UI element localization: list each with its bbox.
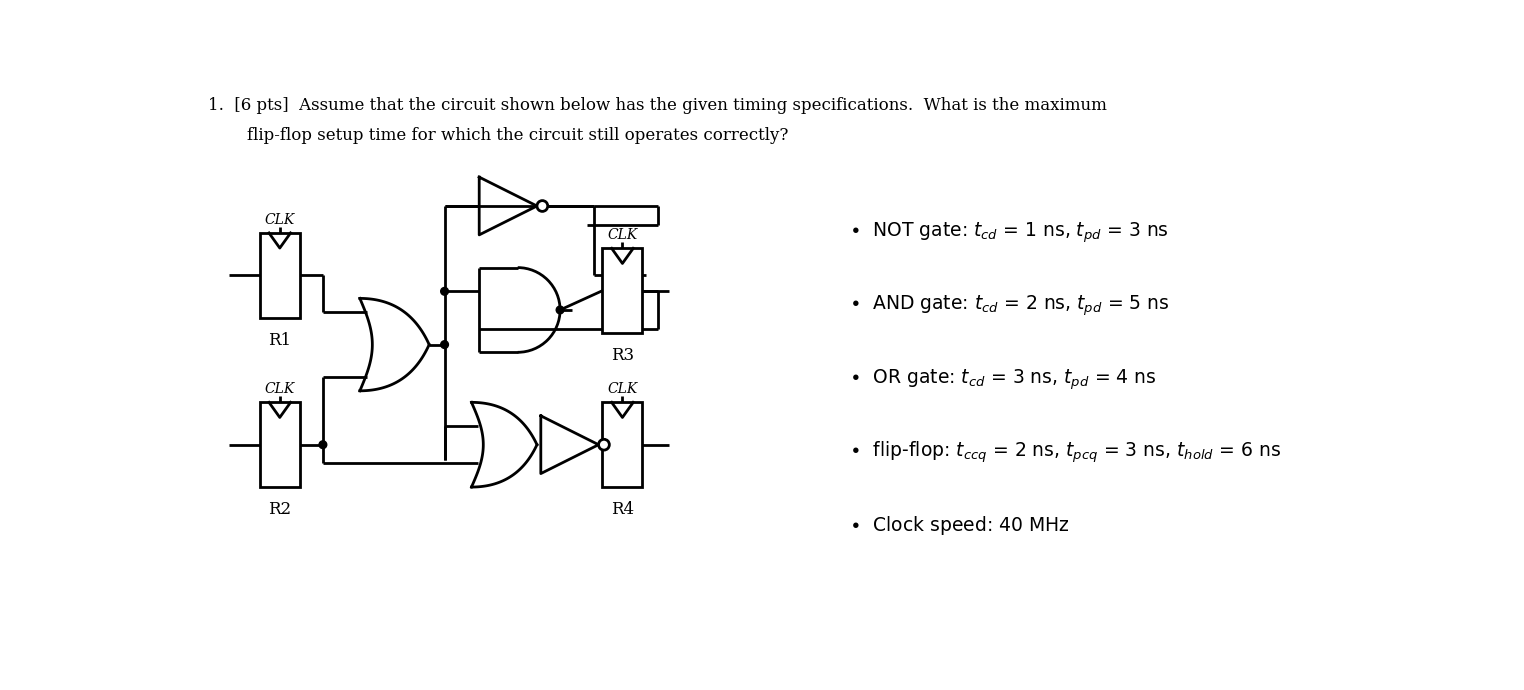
Text: $\bullet$  AND gate: $t_{cd}$ = 2 ns, $t_{pd}$ = 5 ns: $\bullet$ AND gate: $t_{cd}$ = 2 ns, $t_… (849, 294, 1169, 318)
Text: CLK: CLK (607, 382, 637, 396)
Text: $\bullet$  flip-flop: $t_{ccq}$ = 2 ns, $t_{pcq}$ = 3 ns, $t_{hold}$ = 6 ns: $\bullet$ flip-flop: $t_{ccq}$ = 2 ns, $… (849, 440, 1280, 465)
Bar (602, 402, 643, 487)
Bar (259, 233, 300, 317)
Circle shape (319, 441, 326, 449)
Text: $\bullet$  OR gate: $t_{cd}$ = 3 ns, $t_{pd}$ = 4 ns: $\bullet$ OR gate: $t_{cd}$ = 3 ns, $t_{… (849, 367, 1157, 391)
Bar (602, 248, 643, 333)
Text: R2: R2 (268, 501, 291, 518)
Circle shape (536, 201, 547, 211)
Text: 1.  [6 pts]  Assume that the circuit shown below has the given timing specificat: 1. [6 pts] Assume that the circuit shown… (209, 97, 1106, 114)
Text: $\bullet$  NOT gate: $t_{cd}$ = 1 ns, $t_{pd}$ = 3 ns: $\bullet$ NOT gate: $t_{cd}$ = 1 ns, $t_… (849, 221, 1169, 245)
Circle shape (440, 288, 448, 295)
Text: R1: R1 (268, 331, 291, 348)
Text: flip-flop setup time for which the circuit still operates correctly?: flip-flop setup time for which the circu… (247, 128, 788, 144)
Text: CLK: CLK (607, 228, 637, 242)
Text: $\bullet$  Clock speed: 40 MHz: $\bullet$ Clock speed: 40 MHz (849, 514, 1070, 537)
Text: CLK: CLK (265, 213, 296, 227)
Bar (259, 402, 300, 487)
Text: CLK: CLK (265, 382, 296, 396)
Circle shape (440, 341, 448, 348)
Circle shape (599, 440, 610, 450)
Text: R4: R4 (611, 501, 634, 518)
Circle shape (556, 306, 564, 314)
Text: R3: R3 (611, 347, 634, 364)
